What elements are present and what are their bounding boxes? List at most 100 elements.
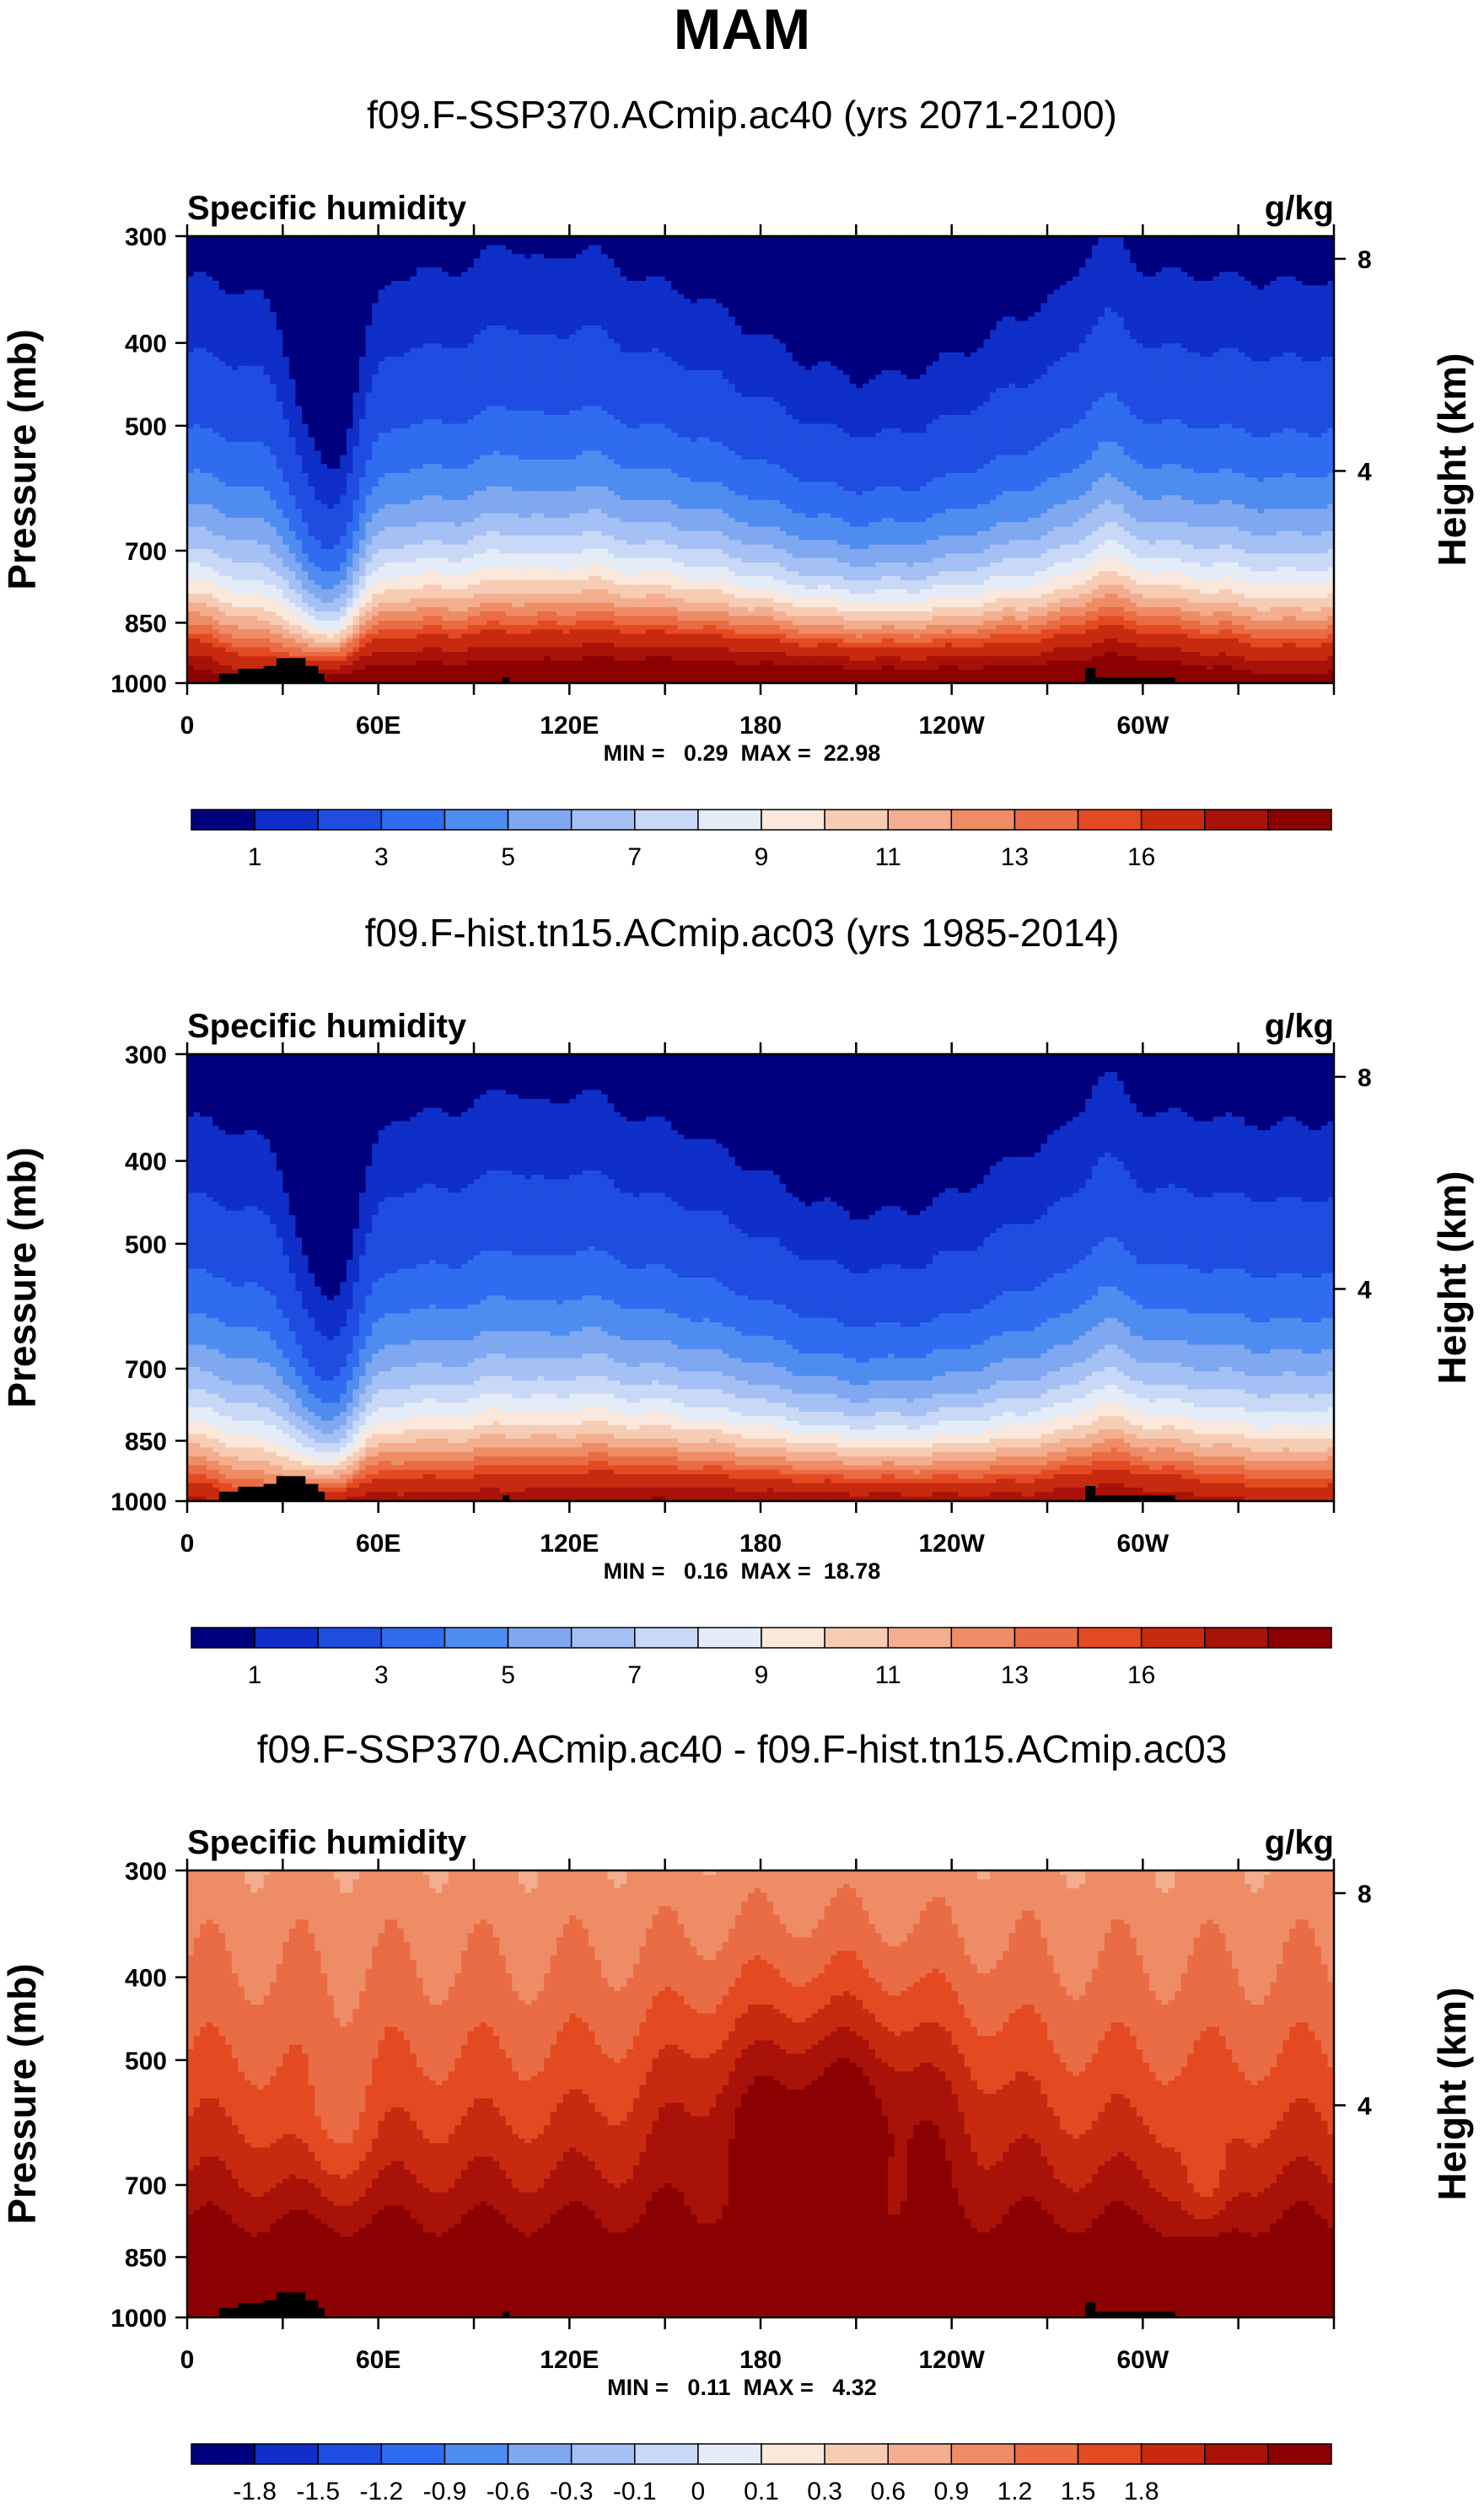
field-cell	[194, 536, 201, 541]
field-cell	[232, 384, 239, 389]
field-cell	[232, 442, 239, 447]
field-cell	[194, 562, 201, 568]
field-cell	[212, 285, 219, 290]
field-cell	[232, 281, 239, 286]
field-cell	[219, 290, 226, 295]
field-cell	[200, 652, 207, 657]
field-cell	[219, 656, 226, 661]
field-cell	[194, 487, 201, 492]
field-cell	[200, 562, 207, 568]
field-cell	[194, 254, 201, 259]
field-cell	[219, 321, 226, 326]
field-cell	[200, 594, 207, 599]
field-cell	[207, 580, 213, 585]
field-cell	[219, 495, 226, 500]
field-cell	[232, 428, 239, 433]
field-cell	[194, 406, 201, 411]
field-cell	[200, 487, 207, 492]
field-cell	[207, 433, 213, 438]
field-cell	[225, 277, 232, 282]
field-cell	[194, 299, 201, 304]
field-cell	[232, 348, 239, 353]
field-cell	[225, 603, 232, 608]
field-cell	[207, 661, 213, 666]
field-cell	[194, 428, 201, 433]
field-cell	[200, 648, 207, 653]
field-cell	[219, 308, 226, 313]
field-cell	[207, 553, 213, 558]
field-cell	[219, 450, 226, 455]
field-cell	[232, 487, 239, 492]
field-cell	[207, 491, 213, 496]
field-cell	[212, 625, 219, 630]
field-cell	[212, 384, 219, 389]
field-cell	[194, 304, 201, 309]
field-cell	[207, 531, 213, 536]
field-cell	[212, 343, 219, 348]
field-cell	[232, 419, 239, 424]
field-cell	[225, 438, 232, 443]
field-cell	[225, 379, 232, 385]
field-cell	[200, 321, 207, 326]
field-cell	[207, 611, 213, 616]
field-cell	[219, 379, 226, 385]
field-cell	[232, 294, 239, 299]
field-cell	[225, 611, 232, 616]
field-cell	[194, 401, 201, 406]
panel-title: f09.F-SSP370.ACmip.ac40 (yrs 2071-2100)	[367, 93, 1117, 137]
field-cell	[207, 335, 213, 340]
field-cell	[200, 374, 207, 379]
field-cell	[194, 290, 201, 295]
field-cell	[225, 446, 232, 451]
field-cell	[207, 312, 213, 317]
field-cell	[212, 540, 219, 545]
field-cell	[232, 339, 239, 344]
field-cell	[194, 504, 201, 509]
field-cell	[232, 240, 239, 245]
field-cell	[212, 294, 219, 299]
field-cell	[225, 299, 232, 304]
field-cell	[194, 665, 201, 670]
field-cell	[207, 370, 213, 375]
field-cell	[232, 245, 239, 250]
field-cell	[225, 576, 232, 581]
field-cell	[207, 388, 213, 393]
field-cell	[207, 540, 213, 545]
field-cell	[207, 504, 213, 509]
field-cell	[212, 643, 219, 648]
field-cell	[212, 267, 219, 272]
field-cell	[219, 567, 226, 572]
field-cell	[219, 621, 226, 626]
field-cell	[225, 545, 232, 550]
field-cell	[212, 464, 219, 469]
field-cell	[207, 438, 213, 443]
field-cell	[194, 625, 201, 630]
field-cell	[194, 419, 201, 424]
field-cell	[194, 674, 201, 679]
field-cell	[194, 580, 201, 585]
field-cell	[225, 424, 232, 429]
field-cell	[232, 411, 239, 416]
field-cell	[225, 495, 232, 500]
field-cell	[219, 442, 226, 447]
field-cell	[200, 464, 207, 469]
field-cell	[194, 424, 201, 429]
field-cell	[219, 361, 226, 366]
field-cell	[219, 285, 226, 290]
field-cell	[219, 370, 226, 375]
field-cell	[207, 603, 213, 608]
field-cell	[200, 629, 207, 634]
field-cell	[200, 245, 207, 250]
field-cell	[207, 384, 213, 389]
field-cell	[200, 536, 207, 541]
field-cell	[219, 477, 226, 482]
field-cell	[225, 665, 232, 670]
field-cell	[207, 259, 213, 264]
field-cell	[200, 326, 207, 331]
field-cell	[212, 558, 219, 563]
field-cell	[194, 339, 201, 344]
field-cell	[194, 616, 201, 622]
field-cell	[200, 428, 207, 433]
field-cell	[194, 522, 201, 527]
field-cell	[212, 580, 219, 585]
